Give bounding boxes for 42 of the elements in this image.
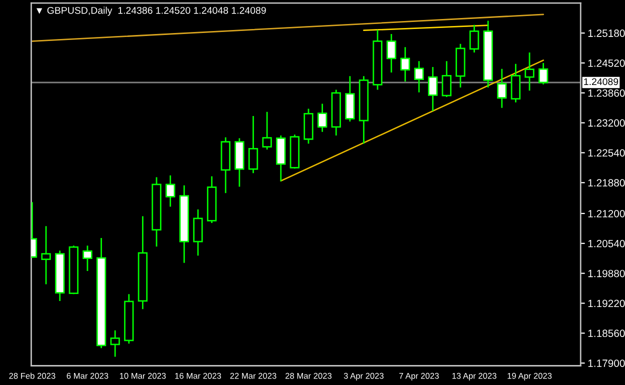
- y-tick-label: 1.20540: [588, 240, 625, 248]
- x-tick-label: 28 Feb 2023: [9, 372, 56, 379]
- x-tick-label: 7 Apr 2023: [399, 372, 439, 380]
- y-tick-label: 1.22540: [588, 149, 625, 157]
- y-tick-label: 1.19880: [588, 270, 625, 278]
- candlestick: [317, 103, 328, 133]
- candlestick: [510, 63, 521, 104]
- x-tick-label: 22 Mar 2023: [230, 372, 276, 379]
- candlestick: [524, 52, 534, 92]
- y-tick-label: 1.21200: [588, 210, 625, 218]
- x-tick-label: 16 Mar 2023: [175, 372, 222, 379]
- candlestick: [400, 46, 410, 82]
- x-tick-label: 10 Mar 2023: [120, 372, 166, 379]
- candlestick: [41, 225, 51, 285]
- candlestick: [538, 62, 548, 86]
- candlestick: [414, 60, 424, 94]
- y-tick-label: 1.24520: [588, 59, 625, 67]
- x-tick-label: 13 Apr 2023: [452, 372, 496, 380]
- chart-title: ▼ GBPUSD,Daily 1.24386 1.24520 1.24048 1.24089: [36, 6, 266, 16]
- candlestick: [262, 111, 272, 150]
- x-tick-label: 6 Mar 2023: [66, 372, 108, 379]
- candlestick: [110, 330, 120, 358]
- y-tick-label: 1.23860: [588, 89, 625, 97]
- candlestick: [442, 60, 452, 98]
- y-tick-label: 1.18560: [588, 330, 625, 338]
- candlestick: [193, 208, 203, 256]
- x-tick-label: 28 Mar 2023: [286, 372, 332, 379]
- candlestick: [428, 66, 438, 112]
- y-tick-label: 1.25180: [588, 30, 625, 37]
- candlestick: [82, 244, 92, 272]
- candlestick: [497, 68, 507, 109]
- y-tick-label: 1.19220: [588, 300, 625, 308]
- candlestick: [248, 115, 258, 174]
- x-tick-label: 19 Apr 2023: [508, 372, 552, 380]
- candlestick: [469, 24, 480, 54]
- y-tick-label: 1.17900: [588, 360, 625, 367]
- ref-line-label: 1.24089: [584, 78, 618, 86]
- candlestick: [386, 33, 396, 74]
- candlestick: [166, 174, 176, 208]
- x-tick-label: 3 Apr 2023: [344, 372, 384, 380]
- y-tick-label: 1.23200: [588, 119, 625, 127]
- y-tick-label: 1.21880: [588, 179, 625, 187]
